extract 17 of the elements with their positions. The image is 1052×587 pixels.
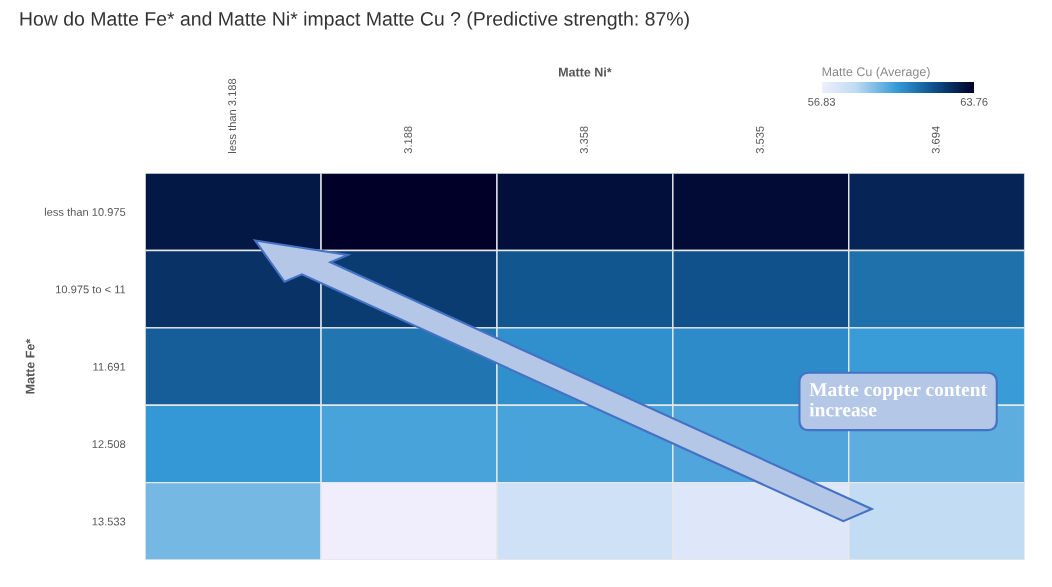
x-tick-label: less than 3.188: [227, 78, 237, 153]
x-axis-title: Matte Ni*: [559, 67, 612, 77]
y-tick-label: 13.533: [92, 517, 126, 526]
x-tick-label: 3.694: [931, 126, 940, 154]
y-tick-label: less than 10.975: [44, 207, 126, 216]
x-tick-label: 3.358: [580, 126, 588, 154]
color-bar-label: 56.83: [808, 97, 836, 106]
x-tick-label: 3.188: [404, 126, 412, 154]
y-tick-label: 10.975 to < 11: [56, 285, 126, 294]
chart-title: How do Matte Fe* and Matte Ni* impact Matte Cu ? (Predictive strength: 87%): [20, 11, 689, 30]
y-tick-label: 11.691: [93, 362, 126, 371]
x-tick-label: 3.535: [755, 126, 764, 154]
annotation: Matte copper content increase: [809, 383, 987, 417]
y-tick-label: 12.508: [92, 440, 126, 449]
y-axis-title: Matte Fe*: [25, 338, 35, 394]
color-bar-label: 63.76: [960, 97, 988, 106]
color-bar-title: Matte Cu (Average): [822, 66, 930, 79]
